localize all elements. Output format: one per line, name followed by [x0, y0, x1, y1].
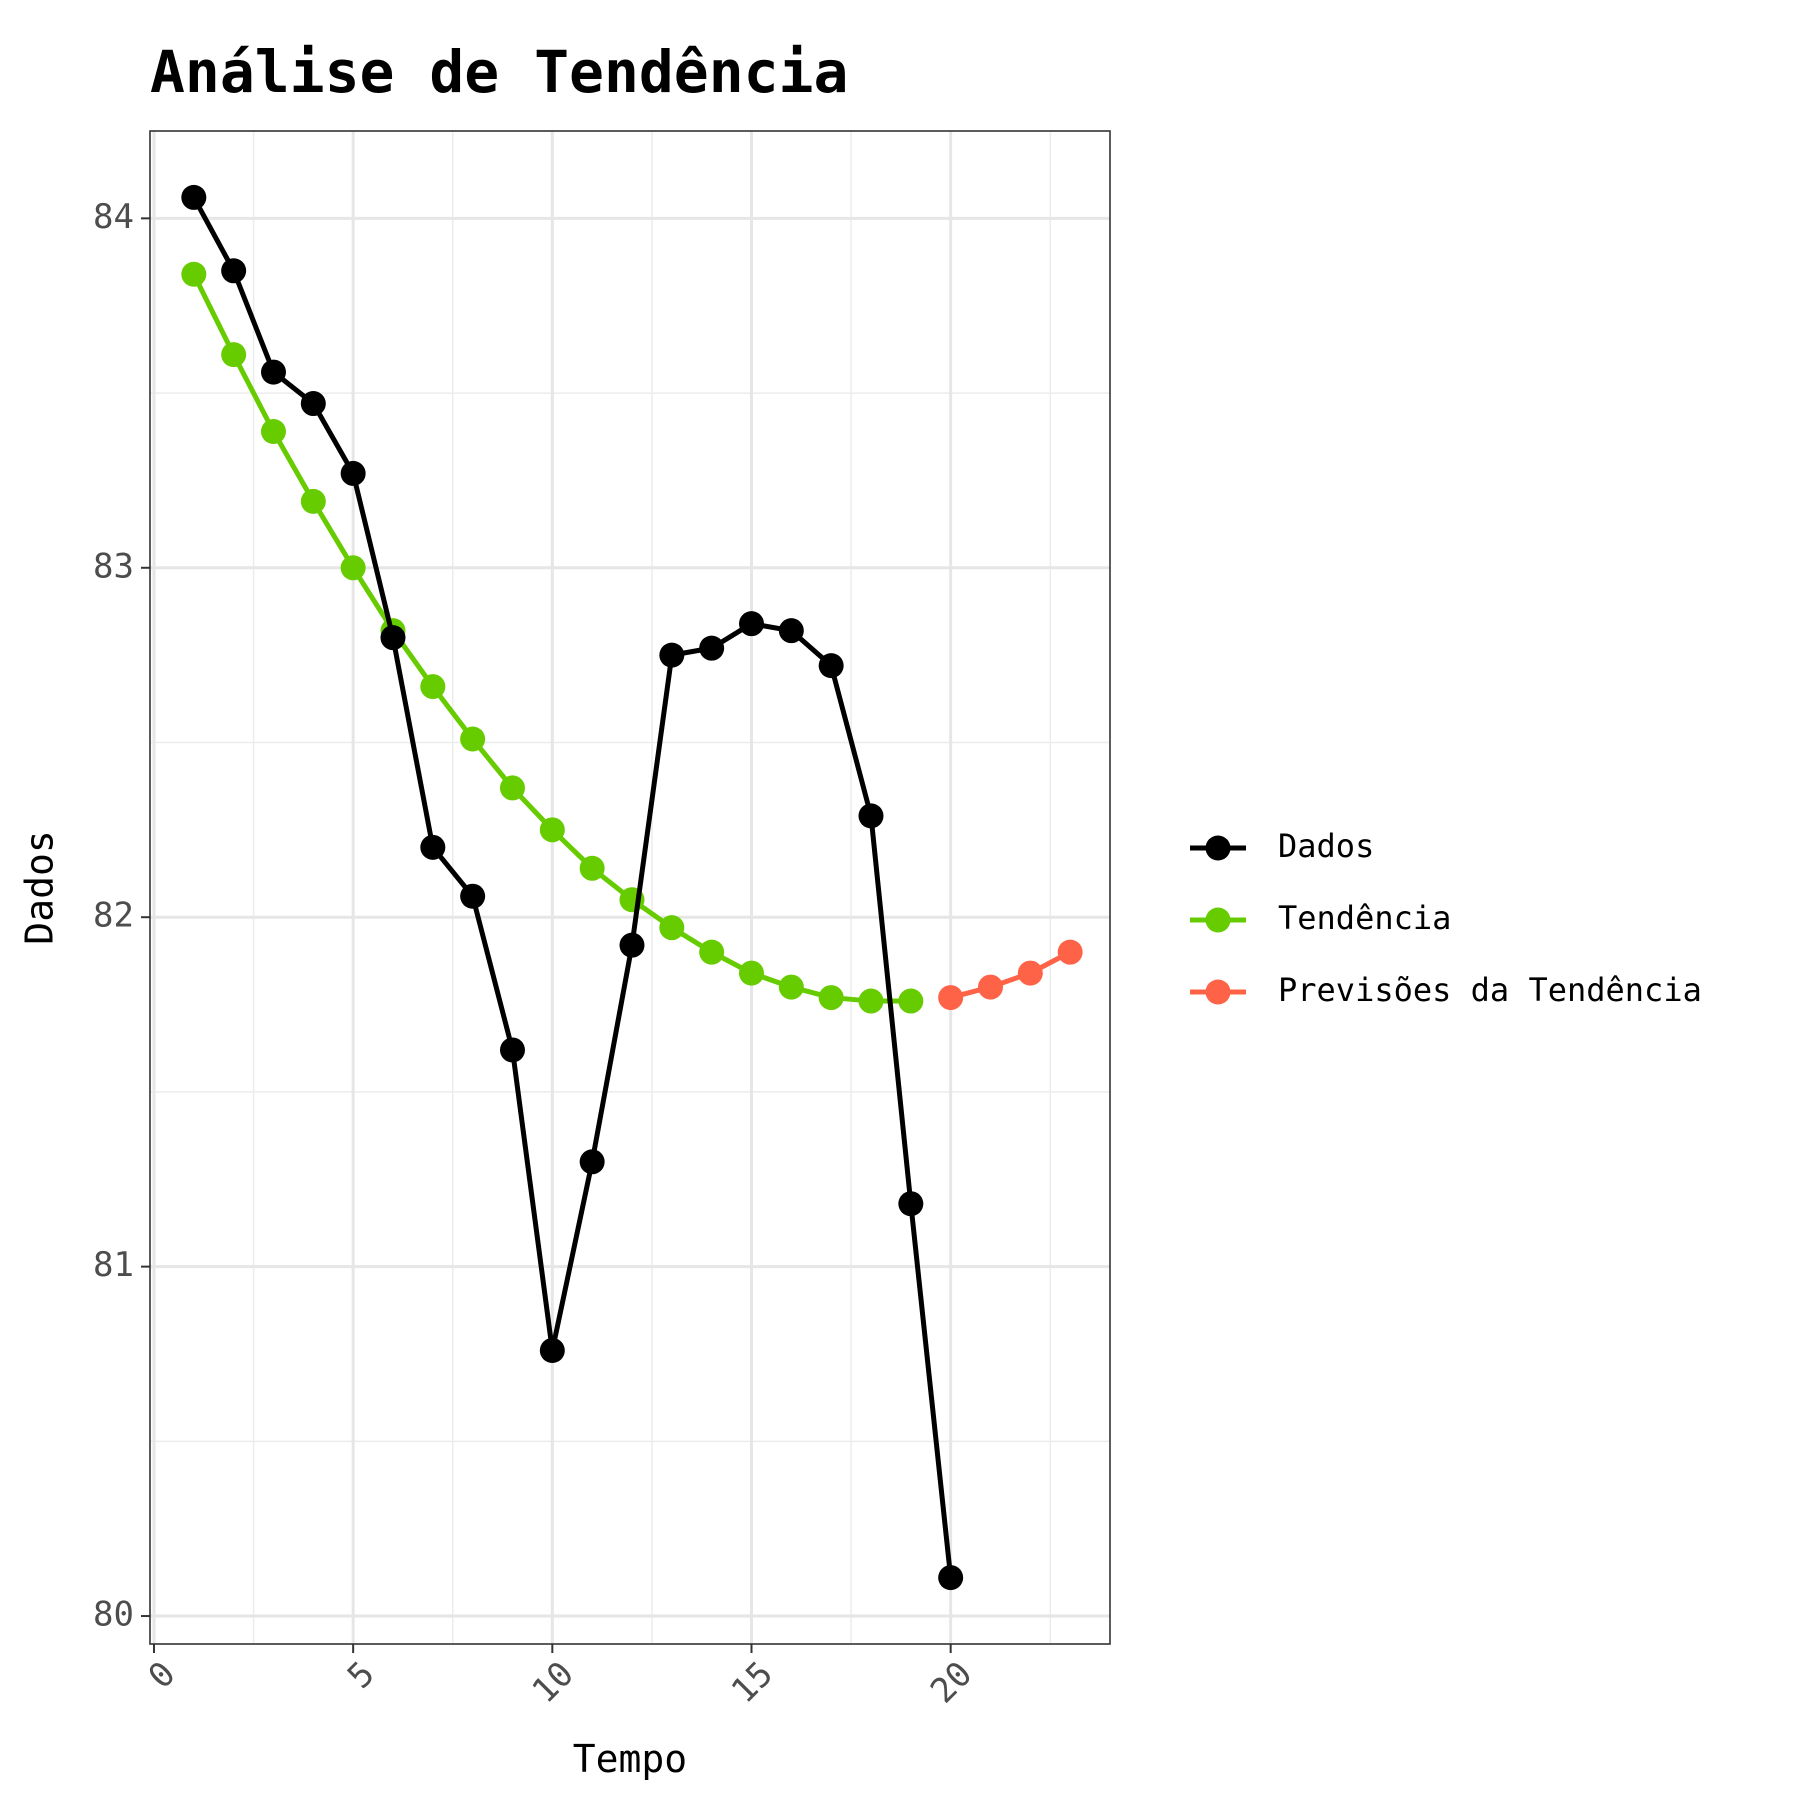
series-1-point — [300, 488, 326, 514]
chart-title: Análise de Tendência — [150, 38, 848, 106]
series-0-point — [619, 932, 645, 958]
series-0-point — [221, 258, 247, 284]
series-1-point — [579, 855, 605, 881]
series-1-point — [898, 988, 924, 1014]
series-0-point — [738, 611, 764, 637]
series-1-point — [858, 988, 884, 1014]
series-1-point — [260, 419, 286, 445]
series-0-point — [380, 625, 406, 651]
x-axis-title: Tempo — [573, 1737, 687, 1781]
x-tick-label: 0 — [141, 1654, 184, 1697]
series-0-point — [699, 635, 725, 661]
series-0-point — [938, 1565, 964, 1591]
series-2 — [938, 939, 1083, 1011]
y-tick-label: 80 — [93, 1595, 134, 1635]
series-0-point — [300, 391, 326, 417]
legend-item-0: Dados — [1190, 827, 1374, 865]
x-tick-label: 15 — [724, 1654, 781, 1711]
series-1-point — [340, 555, 366, 581]
series-0-point — [818, 653, 844, 679]
series-1-point — [738, 960, 764, 986]
legend-label: Dados — [1278, 827, 1374, 865]
series-1-point — [778, 974, 804, 1000]
y-tick-label: 82 — [93, 896, 134, 936]
grid-major — [150, 131, 1110, 1644]
legend-label: Previsões da Tendência — [1278, 971, 1702, 1009]
x-tick-label: 5 — [340, 1654, 383, 1697]
axes: 0 5 10 15 20 80 81 82 83 84 — [93, 197, 980, 1711]
series-1 — [181, 261, 924, 1014]
legend-key-point — [1205, 907, 1231, 933]
series-1-point — [818, 985, 844, 1011]
series-1-point — [420, 674, 446, 700]
y-tick-label: 83 — [93, 546, 134, 586]
series-2-point — [938, 985, 964, 1011]
series-0-point — [260, 359, 286, 385]
series-1-point — [221, 342, 247, 368]
series-2-point — [1017, 960, 1043, 986]
series-0-point — [181, 184, 207, 210]
series-1-point — [699, 939, 725, 965]
series-0-point — [539, 1337, 565, 1363]
legend-item-2: Previsões da Tendência — [1190, 971, 1702, 1009]
series-2-line — [948, 949, 1073, 1001]
legend: Dados Tendência Previsões da Tendência — [1190, 827, 1702, 1009]
y-axis-title: Dados — [18, 830, 62, 944]
series-0 — [181, 184, 964, 1591]
legend-key-point — [1205, 835, 1231, 861]
series-1-point — [460, 726, 486, 752]
series-0-point — [579, 1149, 605, 1175]
series-0-point — [778, 618, 804, 644]
legend-item-1: Tendência — [1190, 899, 1451, 937]
plot-border — [149, 130, 1111, 1645]
series-0-point — [898, 1191, 924, 1217]
series-0-point — [340, 460, 366, 486]
series-0-point — [499, 1037, 525, 1063]
series-layer — [181, 184, 1083, 1591]
series-0-point — [659, 642, 685, 668]
series-1-point — [181, 261, 207, 287]
series-0-point — [858, 803, 884, 829]
series-1-point — [539, 817, 565, 843]
series-2-point — [1057, 939, 1083, 965]
y-tick-label: 81 — [93, 1245, 134, 1285]
series-1-point — [659, 915, 685, 941]
series-0-point — [420, 834, 446, 860]
y-tick-label: 84 — [93, 197, 134, 237]
series-0-point — [460, 883, 486, 909]
x-tick-label: 10 — [525, 1654, 582, 1711]
legend-key-point — [1205, 979, 1231, 1005]
series-2-point — [977, 974, 1003, 1000]
x-tick-label: 20 — [923, 1654, 980, 1711]
legend-label: Tendência — [1278, 899, 1451, 937]
series-1-point — [499, 775, 525, 801]
